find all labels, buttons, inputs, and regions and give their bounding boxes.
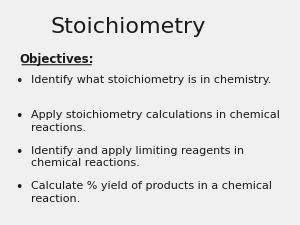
Text: Identify what stoichiometry is in chemistry.: Identify what stoichiometry is in chemis…	[31, 75, 271, 85]
Text: •: •	[16, 75, 23, 88]
Text: •: •	[16, 181, 23, 194]
Text: Calculate % yield of products in a chemical
reaction.: Calculate % yield of products in a chemi…	[31, 181, 272, 204]
Text: Objectives:: Objectives:	[19, 52, 94, 65]
Text: •: •	[16, 146, 23, 159]
Text: Stoichiometry: Stoichiometry	[51, 17, 206, 37]
Text: •: •	[16, 110, 23, 123]
Text: Apply stoichiometry calculations in chemical
reactions.: Apply stoichiometry calculations in chem…	[31, 110, 280, 133]
Text: Identify and apply limiting reagents in
chemical reactions.: Identify and apply limiting reagents in …	[31, 146, 244, 168]
